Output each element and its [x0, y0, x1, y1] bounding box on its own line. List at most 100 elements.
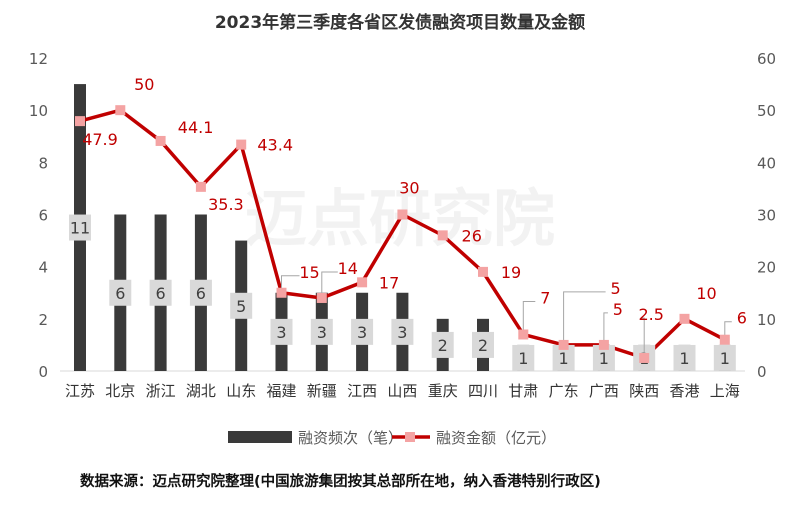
x-tick-label: 陕西: [629, 382, 659, 400]
x-tick-label: 重庆: [428, 382, 458, 400]
x-tick-label: 甘肃: [508, 382, 538, 400]
bar-data-label: 3: [317, 323, 327, 342]
y-left-tick-label: 10: [29, 102, 48, 120]
line-data-label: 44.1: [178, 118, 214, 137]
chart-title: 2023年第三季度各省区发债融资项目数量及金额: [214, 13, 586, 33]
y-left-tick-label: 2: [38, 311, 48, 329]
bar-label-box: [310, 318, 333, 345]
legend-line-marker: [405, 432, 415, 442]
line-marker: [195, 181, 206, 192]
line-data-label: 5: [613, 300, 623, 319]
line-data-label: 10: [696, 284, 716, 303]
line-data-label: 43.4: [257, 136, 293, 155]
bar-data-label: 1: [518, 349, 528, 368]
bar-data-label: 5: [236, 297, 246, 316]
line-marker: [357, 277, 368, 288]
line-data-label: 26: [462, 226, 482, 245]
line-data-label: 15: [299, 263, 319, 282]
line-data-label: 35.3: [208, 195, 244, 214]
bar-data-label: 2: [438, 336, 448, 355]
bar-data-label: 6: [156, 284, 166, 303]
x-tick-label: 四川: [468, 382, 498, 400]
x-tick-label: 湖北: [186, 382, 216, 400]
line-marker: [316, 292, 327, 303]
y-right-tick-label: 50: [757, 102, 776, 120]
bar-label-box: [351, 318, 374, 345]
bar-data-label: 1: [720, 349, 730, 368]
leader-line: [563, 291, 606, 345]
x-tick-label: 浙江: [146, 382, 176, 400]
line-data-label: 17: [379, 273, 399, 292]
line-data-label: 19: [501, 263, 521, 282]
bar-data-label: 2: [478, 336, 488, 355]
x-tick-label: 江西: [347, 382, 377, 400]
leader-line: [522, 300, 536, 335]
bar-label-box: [512, 344, 535, 371]
bar-label-box: [149, 279, 172, 306]
line-data-label: 5: [611, 279, 621, 298]
bar-label-box: [69, 214, 91, 241]
line-marker: [397, 209, 408, 220]
line-data-label: 7: [540, 288, 550, 307]
line-data-label: 2.5: [638, 305, 663, 324]
line-marker: [719, 334, 730, 345]
line-data-label: 14: [338, 259, 358, 278]
bar-data-label: 3: [276, 323, 286, 342]
y-right-tick-label: 20: [757, 259, 776, 277]
legend-bar-swatch: [228, 431, 292, 443]
y-right-tick-label: 10: [757, 311, 776, 329]
bar-data-label: 6: [196, 284, 206, 303]
line-marker: [155, 135, 166, 146]
line-marker: [478, 266, 488, 277]
y-right-tick-label: 60: [757, 50, 776, 68]
y-left-tick-label: 0: [38, 363, 48, 381]
x-tick-label: 上海: [710, 382, 740, 400]
y-left-tick-label: 12: [29, 50, 48, 68]
bar-label-box: [189, 279, 212, 306]
leader-line: [603, 312, 608, 345]
bar-label-box: [673, 344, 696, 371]
bar-data-label: 1: [679, 349, 689, 368]
legend-bar-label: 融资频次（笔）: [298, 429, 403, 447]
line-marker: [518, 329, 529, 340]
x-tick-label: 广东: [549, 382, 579, 400]
bar-data-label: 3: [397, 323, 407, 342]
line-data-label: 6: [737, 309, 747, 328]
line-marker: [598, 339, 609, 350]
x-tick-label: 香港: [669, 382, 699, 400]
bar-data-label: 1: [599, 349, 609, 368]
bar-data-label: 3: [357, 323, 367, 342]
bar-label-box: [592, 344, 615, 371]
x-tick-label: 新疆: [307, 382, 337, 400]
y-right-tick-label: 40: [757, 154, 776, 172]
bar-label-box: [270, 318, 293, 345]
y-right-tick-label: 0: [757, 363, 767, 381]
line-marker: [276, 287, 287, 298]
line-marker: [639, 352, 650, 363]
bar-label-box: [552, 344, 575, 371]
leader-line: [641, 317, 645, 358]
line-marker: [236, 139, 247, 150]
line-data-label: 30: [399, 179, 419, 198]
x-tick-label: 山东: [226, 382, 256, 400]
line-data-label: 47.9: [82, 130, 118, 149]
y-left-tick-label: 4: [38, 259, 48, 277]
y-left-tick-label: 6: [38, 207, 48, 225]
bar-data-label: 1: [559, 349, 569, 368]
line-marker: [115, 105, 126, 116]
line-marker: [679, 313, 690, 324]
x-tick-label: 北京: [105, 382, 135, 400]
leader-line: [281, 275, 300, 293]
bar-label-box: [472, 331, 494, 358]
y-right-tick-label: 30: [757, 207, 776, 225]
line-marker: [437, 230, 448, 241]
bar-label-box: [230, 292, 253, 319]
line-data-label: 50: [134, 75, 154, 94]
bar-data-label: 6: [115, 284, 125, 303]
leader-line: [321, 271, 338, 298]
x-tick-label: 广西: [589, 382, 619, 400]
x-tick-label: 江苏: [65, 382, 95, 400]
line-marker: [558, 339, 569, 350]
